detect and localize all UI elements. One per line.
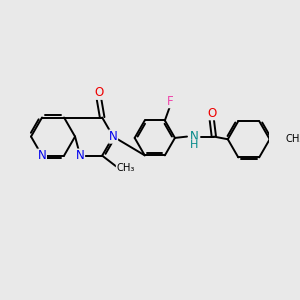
Text: CH₃: CH₃ <box>285 134 300 144</box>
Text: F: F <box>167 95 173 108</box>
Text: O: O <box>94 86 104 99</box>
Text: N: N <box>190 130 199 143</box>
Text: N: N <box>76 149 85 162</box>
Text: H: H <box>190 140 199 150</box>
Text: N: N <box>38 149 46 162</box>
Text: CH₃: CH₃ <box>116 163 135 173</box>
Text: N: N <box>109 130 118 143</box>
Text: O: O <box>207 107 216 120</box>
